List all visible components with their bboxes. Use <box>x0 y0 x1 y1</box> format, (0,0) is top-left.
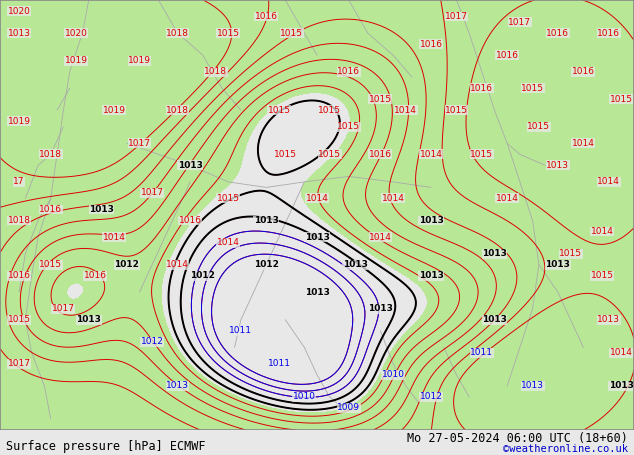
Text: 1019: 1019 <box>128 56 151 65</box>
Text: 1015: 1015 <box>591 271 614 280</box>
Text: 1014: 1014 <box>382 194 404 203</box>
Text: 1011: 1011 <box>470 348 493 357</box>
Text: 1017: 1017 <box>508 18 531 26</box>
Text: 1013: 1013 <box>166 381 189 390</box>
Text: 1013: 1013 <box>418 271 444 280</box>
Text: 1014: 1014 <box>597 177 620 187</box>
Text: 1014: 1014 <box>591 227 614 236</box>
Text: 1013: 1013 <box>304 288 330 297</box>
Text: 1015: 1015 <box>268 106 290 115</box>
Text: 1012: 1012 <box>141 337 164 346</box>
Text: 1016: 1016 <box>369 150 392 159</box>
Text: 1015: 1015 <box>337 122 360 131</box>
Text: 1015: 1015 <box>39 260 62 269</box>
Text: 1016: 1016 <box>84 271 107 280</box>
Text: 1013: 1013 <box>342 260 368 269</box>
Text: Surface pressure [hPa] ECMWF: Surface pressure [hPa] ECMWF <box>6 440 206 453</box>
Text: 1014: 1014 <box>420 150 443 159</box>
Text: 17: 17 <box>13 177 25 187</box>
Text: 1014: 1014 <box>217 238 240 247</box>
Text: 1013: 1013 <box>597 315 620 324</box>
Text: 1013: 1013 <box>545 260 571 269</box>
Text: 1018: 1018 <box>166 29 189 38</box>
Text: 1017: 1017 <box>8 359 30 369</box>
Text: 1015: 1015 <box>318 106 341 115</box>
Text: 1018: 1018 <box>39 150 62 159</box>
Text: 1012: 1012 <box>114 260 139 269</box>
Text: 1014: 1014 <box>103 233 126 242</box>
Text: 1019: 1019 <box>65 56 87 65</box>
Text: 1015: 1015 <box>521 84 544 93</box>
Text: 1016: 1016 <box>572 67 595 76</box>
Text: 1017: 1017 <box>445 12 468 21</box>
Text: 1017: 1017 <box>128 139 151 148</box>
Text: ©weatheronline.co.uk: ©weatheronline.co.uk <box>503 444 628 454</box>
Text: 1020: 1020 <box>65 29 87 38</box>
Text: 1013: 1013 <box>521 381 544 390</box>
Text: 1015: 1015 <box>217 29 240 38</box>
Text: 1013: 1013 <box>482 315 507 324</box>
Text: 1014: 1014 <box>394 106 417 115</box>
Text: 1014: 1014 <box>496 194 519 203</box>
Text: 1016: 1016 <box>470 84 493 93</box>
Text: 1013: 1013 <box>89 205 114 214</box>
Text: 1009: 1009 <box>337 404 360 412</box>
Text: 1012: 1012 <box>420 392 443 401</box>
Text: 1012: 1012 <box>254 260 279 269</box>
Text: 1014: 1014 <box>306 194 328 203</box>
Text: 1016: 1016 <box>597 29 620 38</box>
Text: 1016: 1016 <box>337 67 360 76</box>
Text: 1015: 1015 <box>470 150 493 159</box>
Text: 1013: 1013 <box>304 233 330 242</box>
Text: 1015: 1015 <box>217 194 240 203</box>
Text: 1015: 1015 <box>318 150 341 159</box>
Text: 1015: 1015 <box>527 122 550 131</box>
Text: 1017: 1017 <box>141 188 164 197</box>
Bar <box>0 0 634 430</box>
Text: 1014: 1014 <box>166 260 189 269</box>
Text: 1018: 1018 <box>204 67 227 76</box>
Text: 1019: 1019 <box>8 117 30 126</box>
Text: 1016: 1016 <box>39 205 62 214</box>
Text: 1013: 1013 <box>482 249 507 258</box>
Text: 1015: 1015 <box>280 29 303 38</box>
Text: 1015: 1015 <box>274 150 297 159</box>
Text: 1015: 1015 <box>559 249 582 258</box>
Text: 1013: 1013 <box>547 161 569 170</box>
Text: 1016: 1016 <box>179 216 202 225</box>
Text: 1015: 1015 <box>445 106 468 115</box>
Text: 1010: 1010 <box>293 392 316 401</box>
Text: 1010: 1010 <box>382 370 404 379</box>
Text: 1013: 1013 <box>8 29 30 38</box>
Text: 1013: 1013 <box>418 216 444 225</box>
Text: 1013: 1013 <box>178 161 203 170</box>
Text: 1015: 1015 <box>369 95 392 104</box>
Text: 1016: 1016 <box>255 12 278 21</box>
Text: 1016: 1016 <box>420 40 443 49</box>
Text: 1015: 1015 <box>610 95 633 104</box>
Text: 1016: 1016 <box>496 51 519 60</box>
Text: 1015: 1015 <box>8 315 30 324</box>
Text: 1017: 1017 <box>52 304 75 313</box>
Text: 1013: 1013 <box>76 315 101 324</box>
Text: 1011: 1011 <box>268 359 290 369</box>
Text: 1013: 1013 <box>368 304 393 313</box>
Text: 1019: 1019 <box>103 106 126 115</box>
Text: 1011: 1011 <box>230 326 252 335</box>
Text: 1018: 1018 <box>8 216 30 225</box>
Text: 1014: 1014 <box>369 233 392 242</box>
Text: 1013: 1013 <box>254 216 279 225</box>
Text: Mo 27-05-2024 06:00 UTC (18+60): Mo 27-05-2024 06:00 UTC (18+60) <box>407 432 628 445</box>
Text: 1013: 1013 <box>609 381 634 390</box>
Text: 1016: 1016 <box>547 29 569 38</box>
Text: 1016: 1016 <box>8 271 30 280</box>
Text: 1014: 1014 <box>610 348 633 357</box>
Text: 1014: 1014 <box>572 139 595 148</box>
Text: 1018: 1018 <box>166 106 189 115</box>
Text: 1020: 1020 <box>8 6 30 15</box>
Text: 1012: 1012 <box>190 271 216 280</box>
